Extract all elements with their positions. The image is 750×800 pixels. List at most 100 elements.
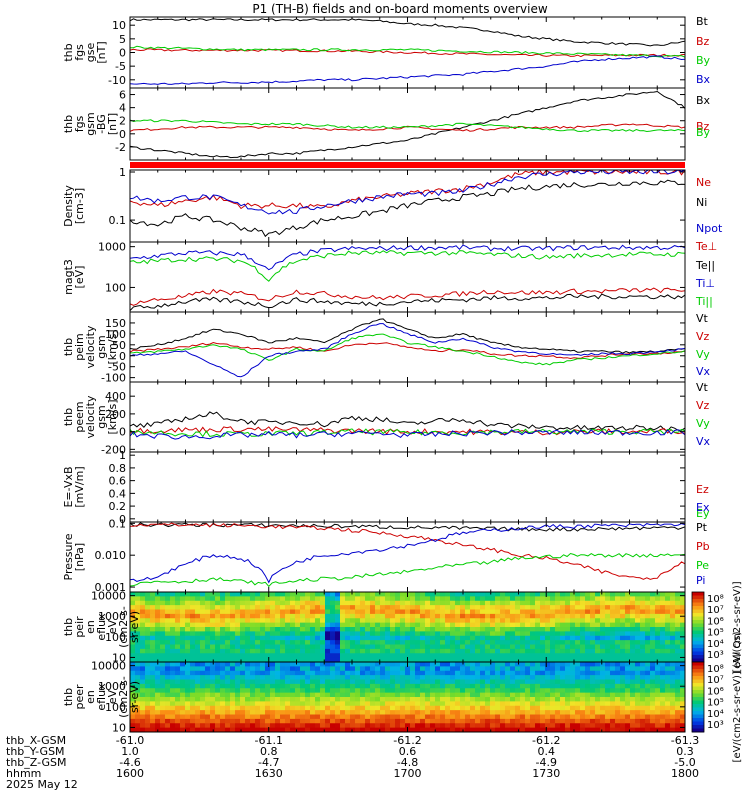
spectrogram-cell — [480, 605, 486, 611]
spectrogram-cell — [265, 613, 271, 619]
spectrogram-cell — [450, 631, 456, 637]
y-axis-label: en — [84, 620, 97, 634]
spectrogram-cell — [145, 653, 151, 659]
spectrogram-cell — [610, 635, 616, 641]
spectrogram-cell — [210, 605, 216, 611]
spectrogram-cell — [315, 609, 321, 615]
spectrogram-cell — [660, 705, 666, 711]
spectrogram-cell — [445, 714, 451, 720]
spectrogram-cell — [350, 635, 356, 641]
spectrogram-cell — [510, 705, 516, 711]
spectrogram-cell — [585, 627, 591, 632]
spectrogram-cell — [170, 727, 176, 732]
spectrogram-cell — [535, 592, 541, 597]
spectrogram-cell — [450, 609, 456, 615]
spectrogram-cell — [550, 648, 556, 654]
spectrogram-cell — [545, 688, 551, 694]
spectrogram-cell — [445, 718, 451, 724]
spectrogram-cell — [665, 666, 671, 672]
spectrogram-cell — [580, 688, 586, 694]
spectrogram-cell — [140, 627, 146, 632]
spectrogram-cell — [305, 592, 311, 597]
spectrogram-cell — [660, 635, 666, 641]
spectrogram-cell — [390, 596, 396, 602]
spectrogram-cell — [440, 710, 446, 716]
spectrogram-cell — [285, 675, 291, 681]
y-tick-label: 100 — [105, 328, 126, 341]
spectrogram-cell — [280, 718, 286, 724]
spectrogram-cell — [635, 613, 641, 619]
spectrogram-cell — [470, 688, 476, 694]
spectrogram-cell — [625, 648, 631, 654]
spectrogram-cell — [590, 648, 596, 654]
spectrogram-cell — [575, 644, 581, 650]
spectrogram-cell — [260, 675, 266, 681]
spectrogram-cell — [500, 613, 506, 619]
spectrogram-cell — [675, 609, 681, 615]
spectrogram-cell — [545, 600, 551, 606]
spectrogram-cell — [485, 675, 491, 681]
spectrogram-cell — [290, 705, 296, 711]
spectrogram-cell — [635, 657, 641, 662]
spectrogram-cell — [505, 679, 511, 685]
spectrogram-cell — [260, 697, 266, 702]
spectrogram-cell — [485, 609, 491, 615]
spectrogram-cell — [475, 653, 481, 659]
spectrogram-cell — [365, 679, 371, 685]
spectrogram-cell — [440, 723, 446, 729]
spectrogram-cell — [455, 618, 461, 624]
spectrogram-cell — [320, 718, 326, 724]
spectrogram-cell — [200, 679, 206, 685]
spectrogram-cell — [170, 596, 176, 602]
spectrogram-cell — [175, 609, 181, 615]
series-group — [130, 18, 685, 85]
colorbar-segment — [692, 686, 704, 691]
spectrogram-cell — [550, 679, 556, 685]
spectrogram-cell — [325, 718, 331, 724]
spectrogram-cell — [400, 718, 406, 724]
spectrogram-cell — [470, 710, 476, 716]
spectrogram-cell — [190, 635, 196, 641]
spectrogram-cell — [410, 666, 416, 672]
spectrogram-cell — [215, 718, 221, 724]
spectrogram-cell — [560, 718, 566, 724]
spectrogram-cell — [165, 644, 171, 650]
spectrogram-cell — [350, 644, 356, 650]
spectrogram-cell — [315, 635, 321, 641]
spectrogram-cell — [580, 605, 586, 611]
spectrogram-cell — [315, 666, 321, 672]
spectrogram-cell — [245, 723, 251, 729]
spectrogram-cell — [315, 705, 321, 711]
spectrogram-cell — [370, 657, 376, 662]
spectrogram-cell — [150, 600, 156, 606]
spectrogram-cell — [255, 688, 261, 694]
spectrogram-cell — [270, 596, 276, 602]
spectrogram-cell — [295, 688, 301, 694]
spectrogram-cell — [550, 723, 556, 729]
spectrogram-cell — [275, 600, 281, 606]
spectrogram-cell — [525, 592, 531, 597]
spectrogram-cell — [450, 718, 456, 724]
spectrogram-cell — [150, 683, 156, 689]
spectrogram-cell — [410, 705, 416, 711]
spectrogram-cell — [210, 644, 216, 650]
spectrogram-cell — [590, 727, 596, 732]
spectrogram-cell — [155, 718, 161, 724]
x-axis-value: -4.9 — [536, 756, 557, 769]
spectrogram-cell — [510, 701, 516, 707]
colorbar-segment — [692, 679, 704, 684]
spectrogram-cell — [425, 635, 431, 641]
spectrogram-cell — [400, 679, 406, 685]
spectrogram-cell — [305, 714, 311, 720]
spectrogram-cell — [185, 662, 191, 667]
spectrogram-cell — [130, 697, 136, 702]
spectrogram-cell — [345, 627, 351, 632]
spectrogram-cell — [190, 727, 196, 732]
y-tick-label: 10 — [112, 19, 126, 32]
spectrogram-cell — [390, 723, 396, 729]
spectrogram-cell — [545, 675, 551, 681]
spectrogram-cell — [185, 675, 191, 681]
spectrogram-cell — [510, 605, 516, 611]
spectrogram-cell — [625, 710, 631, 716]
